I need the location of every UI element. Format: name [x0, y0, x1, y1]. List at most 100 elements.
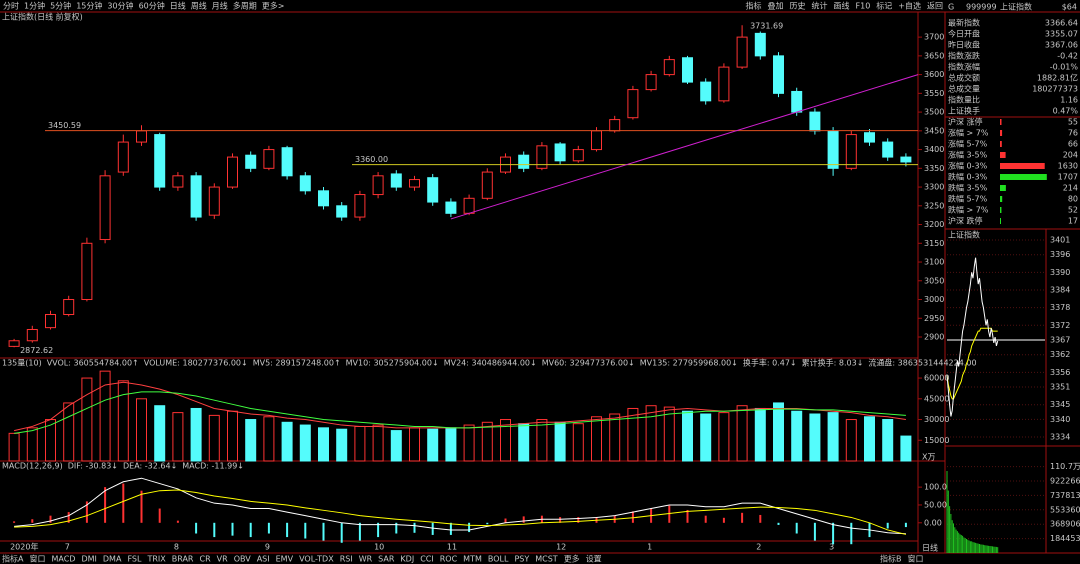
volume-bar	[427, 428, 439, 462]
period-button[interactable]: 周线	[191, 1, 207, 11]
tool-button[interactable]: +自选	[898, 1, 921, 11]
tool-button[interactable]: 叠加	[768, 1, 784, 11]
volume-bar	[663, 406, 675, 462]
volume-legend: MV60: 329477376.00↓	[542, 359, 635, 368]
breadth-label: 涨幅 > 7%	[948, 128, 989, 138]
candle-body	[609, 119, 621, 132]
candle-body	[827, 130, 839, 169]
volume-bar	[700, 413, 712, 462]
volume-bar	[136, 398, 147, 462]
y-tick-label: 50.00	[924, 500, 947, 509]
breadth-value: 80	[1068, 195, 1078, 204]
market-mark: G	[948, 3, 954, 12]
y-tick-label: 2900	[924, 333, 944, 342]
x-tick-label: 10	[374, 543, 384, 552]
volume-bar	[227, 410, 238, 462]
y-tick-label: 3384	[1050, 286, 1070, 295]
y-tick-label: 0.00	[924, 518, 942, 527]
indicator-tab[interactable]: EMV	[276, 555, 294, 564]
tool-button[interactable]: F10	[856, 2, 871, 11]
period-button[interactable]: 1分钟	[24, 1, 45, 11]
breadth-label: 跌幅 > 7%	[948, 205, 989, 215]
period-button[interactable]: 更多>	[262, 1, 285, 11]
y-tick-label: 184453	[1050, 534, 1080, 543]
candle-body	[245, 154, 257, 169]
breadth-value: 1630	[1058, 162, 1078, 171]
macd-line	[14, 477, 906, 535]
macd-legend: DIF: -30.83↓	[68, 462, 118, 471]
candle-body	[427, 177, 439, 203]
breadth-label: 沪深 跌停	[948, 216, 983, 226]
y-tick-label: 45000	[924, 394, 949, 403]
indicator-tab[interactable]: 窗口	[29, 554, 45, 564]
quote-value: -0.42	[1057, 52, 1078, 61]
indicator-tab[interactable]: DMI	[81, 555, 96, 564]
indicator-tab[interactable]: 窗口	[908, 554, 924, 564]
period-button[interactable]: 15分钟	[76, 1, 102, 11]
candle-body	[172, 175, 184, 188]
period-button[interactable]: 分时	[3, 1, 19, 11]
breadth-label: 涨幅 5-7%	[948, 139, 988, 149]
name: 上证指数	[1000, 2, 1032, 12]
period-button[interactable]: 5分钟	[50, 1, 71, 11]
tool-button[interactable]: 画线	[834, 1, 850, 11]
indicator-tab[interactable]: FSL	[127, 555, 142, 564]
volume-legend: MV135: 277959968.00↓	[640, 359, 738, 368]
indicator-tab[interactable]: MACD	[51, 555, 75, 564]
tool-button[interactable]: 返回	[927, 2, 943, 11]
intraday-avg-line	[946, 327, 998, 400]
indicator-tab[interactable]: BRAR	[172, 555, 194, 564]
indicator-tab[interactable]: CR	[200, 555, 212, 564]
tool-button[interactable]: 指标	[746, 1, 762, 11]
candle-body	[864, 132, 875, 143]
indicator-tab[interactable]: RSI	[340, 555, 353, 564]
indicator-tab[interactable]: 设置	[586, 554, 602, 564]
x-tick-label: 1	[647, 543, 652, 552]
indicator-tab[interactable]: 指标A	[2, 554, 24, 564]
indicator-tab[interactable]: ASI	[257, 555, 270, 564]
quote-value: 180277373	[1032, 85, 1078, 94]
breadth-value: 214	[1063, 184, 1078, 193]
indicator-tab[interactable]: VR	[217, 555, 228, 564]
quote-label: 昨日收盘	[948, 40, 980, 50]
period-button[interactable]: 30分钟	[107, 1, 133, 11]
volume-bar	[500, 419, 511, 462]
indicator-tab[interactable]: CCI	[420, 555, 434, 564]
breadth-bar	[1000, 185, 1006, 191]
y-tick-label: 368906	[1050, 520, 1080, 529]
candle-body	[518, 154, 530, 169]
indicator-tab[interactable]: KDJ	[400, 555, 414, 564]
indicator-tab[interactable]: DMA	[103, 555, 122, 564]
period-button[interactable]: 月线	[212, 1, 228, 11]
volume-legend: 换手率: 0.47↓	[743, 358, 797, 368]
indicator-tab[interactable]: MCST	[535, 555, 558, 564]
period-button[interactable]: 日线	[170, 1, 186, 11]
period-button[interactable]: 多周期	[233, 1, 257, 11]
tool-button[interactable]: 标记	[876, 1, 892, 11]
indicator-tab[interactable]: 指标B	[880, 554, 902, 564]
x-tick-label: 11	[447, 543, 457, 552]
macd-legend: MACD(12,26,9)	[2, 462, 63, 471]
volume-bar	[8, 432, 20, 462]
indicator-tab[interactable]: 更多	[564, 554, 580, 564]
indicator-tab[interactable]: PSY	[514, 555, 529, 564]
indicator-tab[interactable]: TRIX	[146, 555, 166, 564]
period-button[interactable]: 60分钟	[139, 1, 165, 11]
indicator-tab[interactable]: ROC	[440, 555, 458, 564]
breadth-label: 沪深 涨停	[948, 117, 983, 127]
y-tick-label: 2950	[924, 314, 944, 323]
y-tick-label: 3351	[1050, 383, 1070, 392]
tool-button[interactable]: 统计	[812, 1, 828, 11]
indicator-tab[interactable]: MTM	[463, 555, 482, 564]
candle-body	[700, 81, 712, 102]
indicator-tab[interactable]: VOL-TDX	[299, 555, 334, 564]
indicator-tab[interactable]: SAR	[378, 555, 395, 564]
volume-bar	[845, 419, 857, 462]
y-tick-label: 737813	[1050, 491, 1080, 500]
tool-button[interactable]: 历史	[790, 1, 806, 11]
indicator-tab[interactable]: WR	[359, 555, 373, 564]
breadth-bar	[1000, 196, 1003, 202]
indicator-tab[interactable]: BOLL	[488, 555, 509, 564]
y-tick-label: 3378	[1050, 303, 1070, 312]
indicator-tab[interactable]: OBV	[234, 555, 252, 564]
